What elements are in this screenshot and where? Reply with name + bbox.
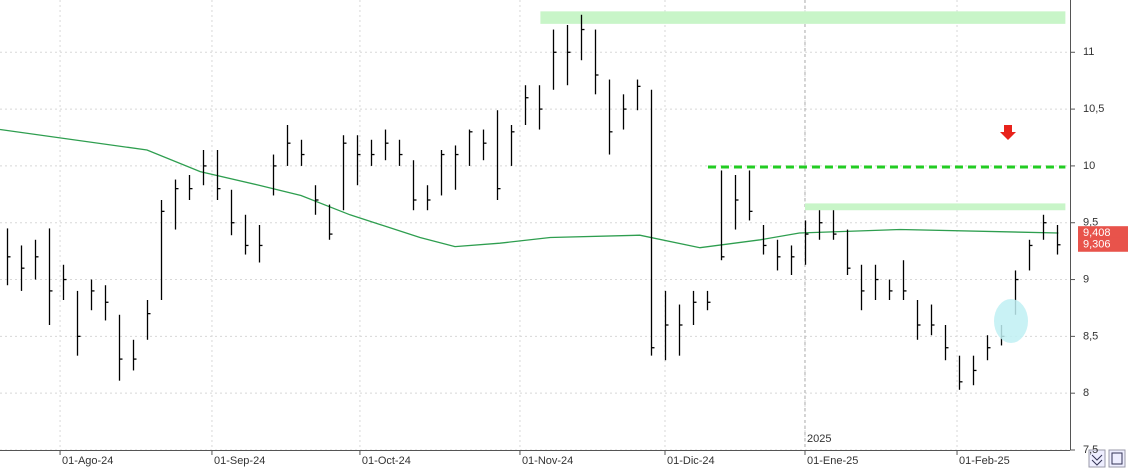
- x-tick-label: 01-Sep-24: [214, 455, 265, 467]
- x-tick-label: 01-Ago-24: [62, 455, 113, 467]
- y-tick-label: 10,5: [1083, 103, 1104, 115]
- save-icon: [1111, 452, 1123, 465]
- year-label: 2025: [807, 433, 831, 445]
- resistance-band: [540, 11, 1066, 24]
- highlight-circle: [994, 299, 1028, 343]
- y-tick-label: 11,5: [1083, 0, 1104, 1]
- scroll-icon: [1091, 454, 1103, 466]
- y-tick-label: 8,5: [1083, 330, 1098, 342]
- y-tick-label: 9: [1083, 273, 1089, 285]
- scroll-button[interactable]: [1088, 449, 1106, 468]
- price-label: 9,306: [1083, 239, 1111, 251]
- x-tick-label: 01-Ene-25: [807, 455, 858, 467]
- x-tick-label: 01-Dic-24: [667, 455, 715, 467]
- x-tick-label: 01-Oct-24: [362, 455, 411, 467]
- price-label-box: [1078, 226, 1128, 241]
- down-arrow: [1000, 125, 1016, 140]
- y-tick-label: 7,5: [1083, 444, 1098, 456]
- y-tick-label: 8: [1083, 387, 1089, 399]
- y-tick-label: 9,5: [1083, 217, 1098, 229]
- save-button[interactable]: [1108, 449, 1126, 468]
- plot-area: 2025: [0, 0, 1070, 451]
- price-label: 9,408: [1083, 227, 1111, 239]
- y-tick-label: 10: [1083, 160, 1095, 172]
- resistance-band: [804, 203, 1066, 211]
- price-label-box: [1078, 237, 1128, 252]
- y-tick-label: 11: [1083, 46, 1094, 58]
- x-tick-label: 01-Feb-25: [959, 455, 1010, 467]
- moving-average: [0, 128, 1059, 249]
- x-tick-label: 01-Nov-24: [522, 455, 573, 467]
